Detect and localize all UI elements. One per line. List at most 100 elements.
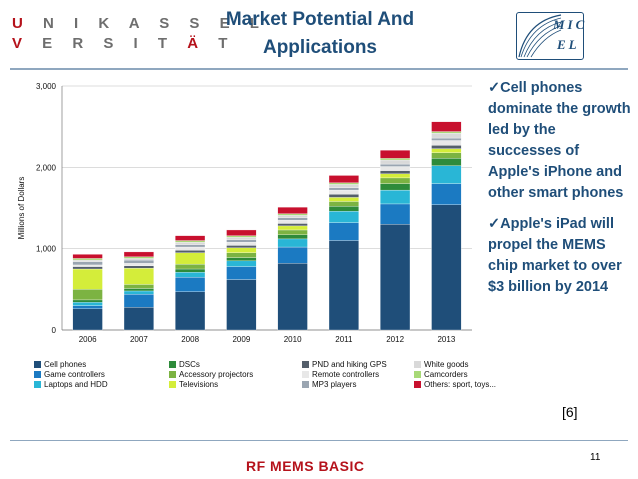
- footer-title: RF MEMS BASIC: [246, 458, 365, 474]
- bar-segment: [431, 133, 462, 139]
- y-tick-label: 0: [52, 326, 57, 335]
- x-tick-label: 2010: [284, 335, 302, 344]
- legend-swatch: [414, 371, 421, 378]
- micel-arc-icon: [518, 14, 562, 58]
- bar-segment: [431, 204, 462, 331]
- bar-segment: [380, 224, 411, 331]
- bar-segment: [123, 290, 154, 295]
- bar-segment: [431, 183, 462, 205]
- bar-segment: [277, 229, 308, 235]
- bar-segment: [175, 250, 206, 253]
- y-tick-label: 2,000: [36, 163, 57, 172]
- legend-item: Cell phones: [34, 360, 86, 369]
- x-tick-label: 2012: [386, 335, 404, 344]
- bar-segment: [226, 239, 257, 243]
- legend-item: Accessory projectors: [169, 370, 253, 379]
- bar-segment: [72, 268, 103, 290]
- bar-segment: [175, 291, 206, 331]
- bar-segment: [277, 217, 308, 221]
- micel-bottom-text: EL: [557, 37, 580, 52]
- slide-title-line-1: Market Potential And: [225, 9, 415, 30]
- bar-segment: [72, 308, 103, 331]
- reference-label: [6]: [562, 404, 578, 420]
- bar-segment: [328, 240, 359, 331]
- bar-segment: [277, 213, 308, 216]
- bar-segment: [123, 256, 154, 259]
- legend-item: Remote controllers: [302, 370, 379, 379]
- legend-swatch: [34, 381, 41, 388]
- legend-label: Accessory projectors: [179, 370, 254, 379]
- bar-segment: [431, 137, 462, 141]
- legend-item: Camcorders: [414, 370, 468, 379]
- bar-segment: [123, 265, 154, 269]
- legend-label: Camcorders: [424, 370, 468, 379]
- legend-label: PND and hiking GPS: [312, 360, 387, 369]
- bar-segment: [277, 234, 308, 240]
- bar-segment: [175, 272, 206, 278]
- legend-label: DSCs: [179, 360, 200, 369]
- bar-segment: [226, 237, 257, 240]
- bar-segment: [277, 246, 308, 264]
- bar-segment: [226, 279, 257, 331]
- bar-segment: [123, 294, 154, 308]
- bar-segment: [175, 242, 206, 245]
- bar-segment: [431, 165, 462, 184]
- x-tick-label: 2006: [79, 335, 97, 344]
- legend-swatch: [302, 381, 309, 388]
- bar-segment: [431, 152, 462, 159]
- legend-swatch: [414, 381, 421, 388]
- bar-segment: [123, 284, 154, 289]
- bar-segment: [328, 184, 359, 188]
- legend-label: Others: sport, toys...: [424, 380, 497, 389]
- bar-segment: [226, 252, 257, 258]
- logo-line-2: V E R S I T Ä T: [12, 35, 236, 52]
- bar-segment: [380, 163, 411, 167]
- logo-line-1: U N I K A S S E L: [12, 15, 267, 32]
- bar-segment: [328, 194, 359, 198]
- x-tick-label: 2011: [335, 335, 353, 344]
- bar-segment: [175, 268, 206, 273]
- bar-segment: [277, 263, 308, 331]
- bar-segment: [380, 150, 411, 159]
- bar-segment: [328, 187, 359, 191]
- bar-segment: [226, 242, 257, 246]
- bar-segment: [226, 260, 257, 267]
- bar-segment: [123, 288, 154, 292]
- bar-segment: [123, 251, 154, 257]
- bar-segment: [380, 183, 411, 191]
- y-tick-label: 3,000: [36, 82, 57, 91]
- university-logo: U N I K A S S E L V E R S I T Ä T: [12, 14, 267, 54]
- bar-segment: [380, 173, 411, 179]
- y-tick-label: 1,000: [36, 245, 57, 254]
- note-cell-phones: ✓Cell phones dominate the growth led by …: [488, 80, 631, 201]
- bar-segment: [328, 175, 359, 183]
- legend-item: MP3 players: [302, 380, 356, 389]
- legend-item: Televisions: [169, 380, 218, 389]
- y-axis-label: Millions of Dollars: [17, 177, 26, 240]
- bar-segment: [431, 121, 462, 132]
- bar-segment: [431, 148, 462, 153]
- bar-segment: [277, 223, 308, 227]
- legend-item: Game controllers: [34, 370, 105, 379]
- legend-item: Laptops and HDD: [34, 380, 108, 389]
- bar-segment: [123, 268, 154, 285]
- bar-segment: [380, 166, 411, 171]
- note-ipad: ✓Apple's iPad will propel the MEMS chip …: [488, 216, 622, 295]
- bar-segment: [72, 258, 103, 261]
- chart-svg: Millions of Dollars 0 1,000 2,000 3,000 2006 2…: [17, 82, 472, 344]
- bar-segment: [72, 261, 103, 266]
- legend-item: White goods: [414, 360, 468, 369]
- x-tick-label: 2013: [437, 335, 455, 344]
- bar-segment: [72, 266, 103, 270]
- bar-segment: [380, 159, 411, 165]
- header-divider: [10, 68, 628, 70]
- bar-segment: [277, 225, 308, 231]
- legend-swatch: [169, 371, 176, 378]
- bar-segment: [380, 170, 411, 174]
- bar-segment: [175, 240, 206, 243]
- bar-segment: [72, 302, 103, 306]
- bar-segment: [175, 276, 206, 292]
- bar-segment: [380, 189, 411, 205]
- bar-segment: [226, 235, 257, 238]
- slide-title: Market Potential And Applications: [200, 6, 440, 62]
